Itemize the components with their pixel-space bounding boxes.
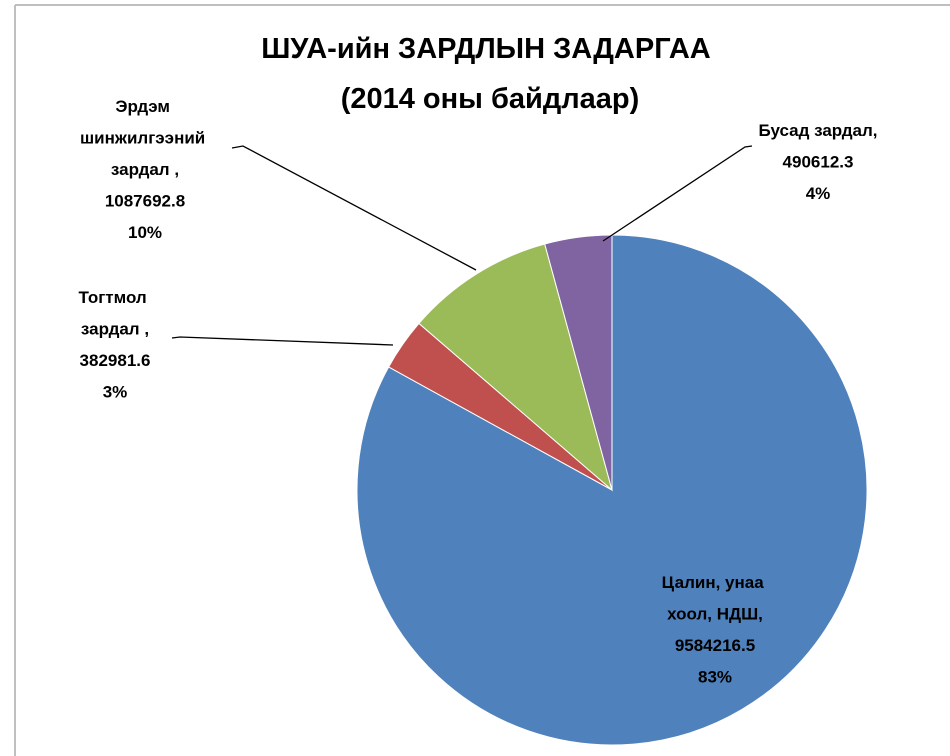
- pie-slice: [418, 243, 613, 492]
- data-label-category-line: зардал ,: [81, 320, 149, 339]
- data-label-category-line: хоол, НДШ,: [667, 605, 763, 624]
- chart-title: ШУА-ийн ЗАРДЛЫН ЗАДАРГАА (2014 оны байдл…: [261, 33, 719, 115]
- leader-line: [602, 145, 753, 242]
- data-label-value: 1087692.8: [105, 192, 185, 211]
- data-label-value: 382981.6: [80, 351, 151, 370]
- data-label-category-line: Тогтмол: [79, 288, 152, 307]
- data-label-percent: 4%: [806, 184, 831, 203]
- data-label-percent: 83%: [698, 668, 732, 687]
- data-label-category-line: шинжилгээний: [80, 129, 210, 148]
- data-label-category-line: Цалин, унаа: [662, 573, 769, 592]
- data-label-category-line: Эрдэм: [115, 97, 174, 116]
- leader-line: [231, 145, 477, 271]
- chart-title-line: ШУА-ийн ЗАРДЛЫН ЗАДАРГАА: [261, 33, 719, 65]
- data-label-percent: 10%: [128, 223, 162, 242]
- data-label-category: Бусад зардал,: [758, 121, 877, 140]
- labels: ШУА-ийн ЗАРДЛЫН ЗАДАРГАА (2014 оны байдл…: [79, 33, 878, 687]
- data-label-category-line: зардал ,: [111, 160, 179, 179]
- data-label-category: Тогтмол зардал ,: [79, 288, 152, 339]
- data-label-category-line: Бусад зардал,: [758, 121, 877, 140]
- chart-title-line: (2014 оны байдлаар): [341, 83, 640, 115]
- leader-line: [171, 336, 394, 346]
- data-label-percent: 3%: [103, 383, 128, 402]
- pie: [356, 234, 868, 746]
- data-label-value: 490612.3: [783, 153, 854, 172]
- data-label-category: Эрдэм шинжилгээний зардал ,: [80, 97, 210, 179]
- data-label-category: Цалин, унаа хоол, НДШ,: [662, 573, 769, 624]
- data-label-value: 9584216.5: [675, 636, 755, 655]
